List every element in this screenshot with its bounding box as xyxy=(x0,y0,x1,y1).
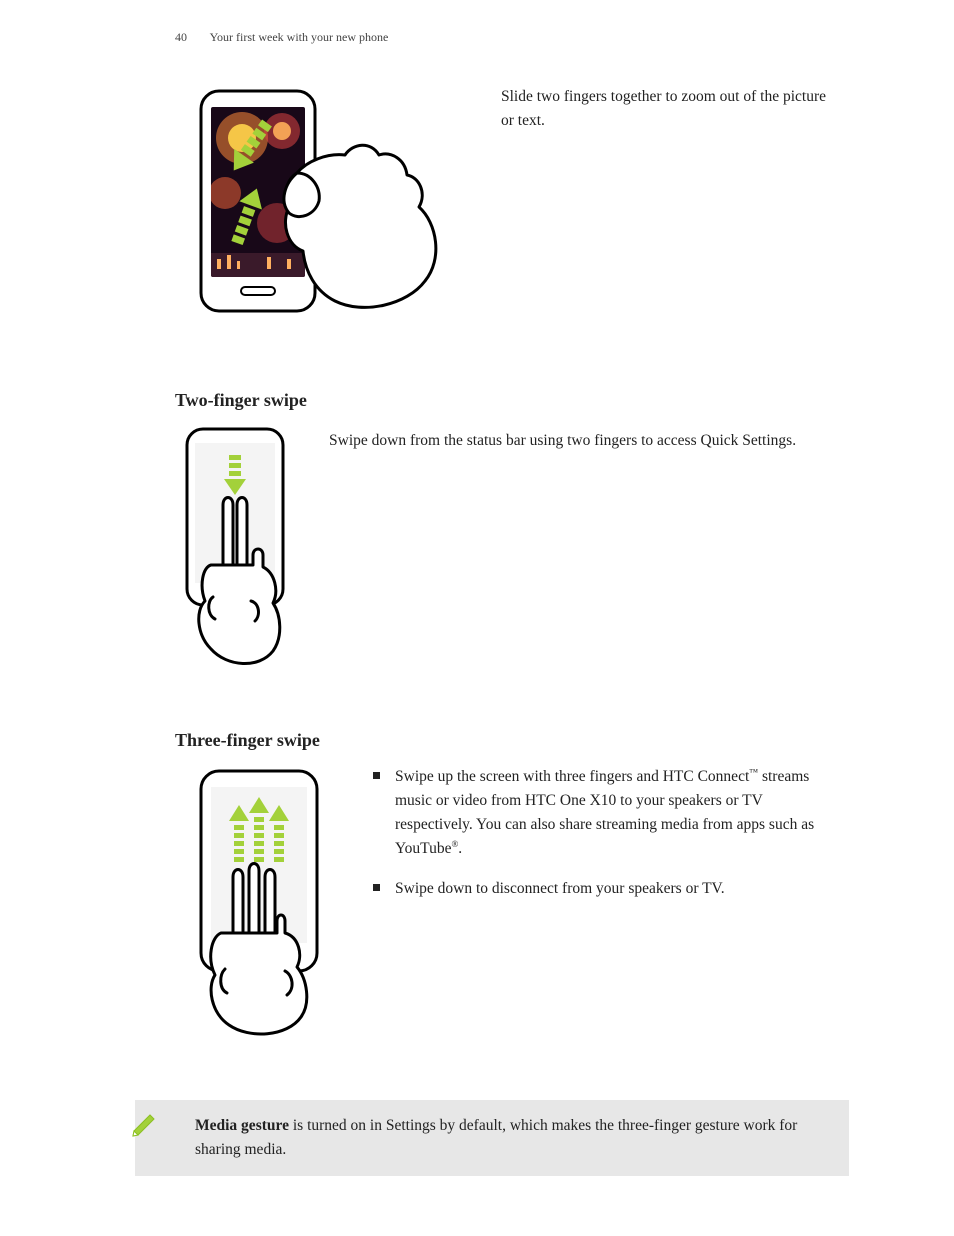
threefinger-section: Three-finger swipe xyxy=(175,730,839,1050)
pinch-illustration xyxy=(187,83,447,328)
pencil-icon xyxy=(129,1108,159,1146)
twofinger-illustration xyxy=(181,425,289,680)
threefinger-illustration xyxy=(189,765,329,1050)
note-text: Media gesture is turned on in Settings b… xyxy=(195,1117,797,1158)
pinch-section: Slide two fingers together to zoom out o… xyxy=(175,83,839,328)
page-number: 40 xyxy=(175,30,187,44)
threefinger-item-2: Swipe down to disconnect from your speak… xyxy=(369,877,839,901)
note-box: Media gesture is turned on in Settings b… xyxy=(135,1100,849,1176)
pinch-text: Slide two fingers together to zoom out o… xyxy=(501,83,839,133)
running-header: 40 Your first week with your new phone xyxy=(175,30,839,45)
threefinger-list: Swipe up the screen with three fingers a… xyxy=(369,765,839,917)
tm-symbol: ™ xyxy=(749,767,758,777)
threefinger-item-1: Swipe up the screen with three fingers a… xyxy=(369,765,839,861)
twofinger-section: Two-finger swipe xyxy=(175,390,839,680)
header-title: Your first week with your new phone xyxy=(210,30,389,44)
threefinger-heading: Three-finger swipe xyxy=(175,730,839,751)
twofinger-heading: Two-finger swipe xyxy=(175,390,839,411)
note-bold: Media gesture xyxy=(195,1117,289,1134)
twofinger-text: Swipe down from the status bar using two… xyxy=(329,425,839,453)
threefinger-item1-pre: Swipe up the screen with three fingers a… xyxy=(395,768,749,785)
threefinger-item1-post: . xyxy=(458,840,462,857)
